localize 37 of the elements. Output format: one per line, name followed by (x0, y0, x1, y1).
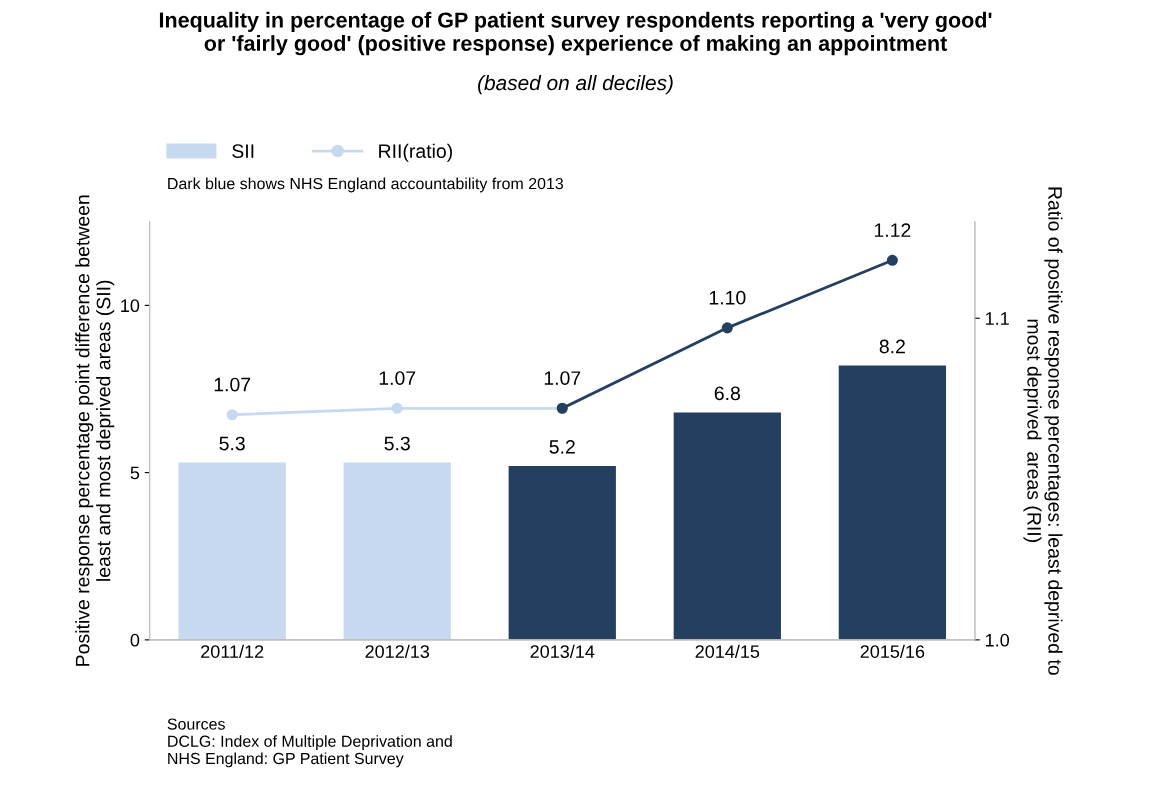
legend-label: SII (232, 144, 254, 159)
x-tick-label: 2013/14 (530, 644, 595, 658)
x-tick-label: 2015/16 (860, 644, 925, 658)
y-tick-label: 5 (130, 466, 140, 480)
point (886, 254, 898, 266)
data-label: 1.07 (379, 371, 416, 385)
data-label: 5.3 (219, 436, 245, 451)
legend-label: RII(ratio) (379, 143, 452, 162)
data-label: 8.2 (879, 339, 905, 354)
x-tick-label: 2012/13 (365, 644, 430, 658)
bar (673, 412, 781, 640)
data-label: 6.8 (714, 386, 740, 401)
chart-subtitle: (based on all deciles) (478, 74, 673, 95)
data-label: 5.3 (384, 436, 410, 451)
data-label: 1.07 (214, 377, 251, 392)
y2-tick-label: 1.1 (986, 312, 1009, 325)
bar (178, 462, 286, 640)
point (391, 402, 403, 414)
bar (838, 365, 947, 640)
point (226, 409, 238, 421)
y2-axis-title: Ratio of positive response percentages: least deprived to most deprived areas (RII) (1023, 187, 1063, 675)
data-label: 1.12 (874, 223, 911, 237)
x-tick-label: 2011/12 (201, 644, 264, 658)
y2-tick-label: 1.0 (986, 633, 1010, 647)
text: Dark blue shows NHS England accountability from 2013 (168, 177, 564, 193)
bar (508, 465, 616, 640)
chart-title: Inequality in percentage of GP patient survey respondents reporting a 'very good' or 'fairly good' (positive response) experience of making an appointment (159, 11, 992, 56)
data-label: 1.10 (709, 290, 746, 305)
data-label: 1.07 (544, 371, 581, 385)
y-axis-title: Positive response percentage point difference between least and most deprived areas (SII) (75, 195, 115, 666)
x-tick-label: 2014/15 (695, 644, 760, 658)
data-label: 5.2 (549, 439, 575, 454)
bar (343, 462, 451, 640)
y-tick-label: 0 (130, 633, 140, 647)
source-note: Sources DCLG: Index of Multiple Deprivation and NHS England: GP Patient Survey (167, 718, 452, 768)
y-tick-label: 10 (121, 299, 140, 313)
point (721, 322, 733, 334)
